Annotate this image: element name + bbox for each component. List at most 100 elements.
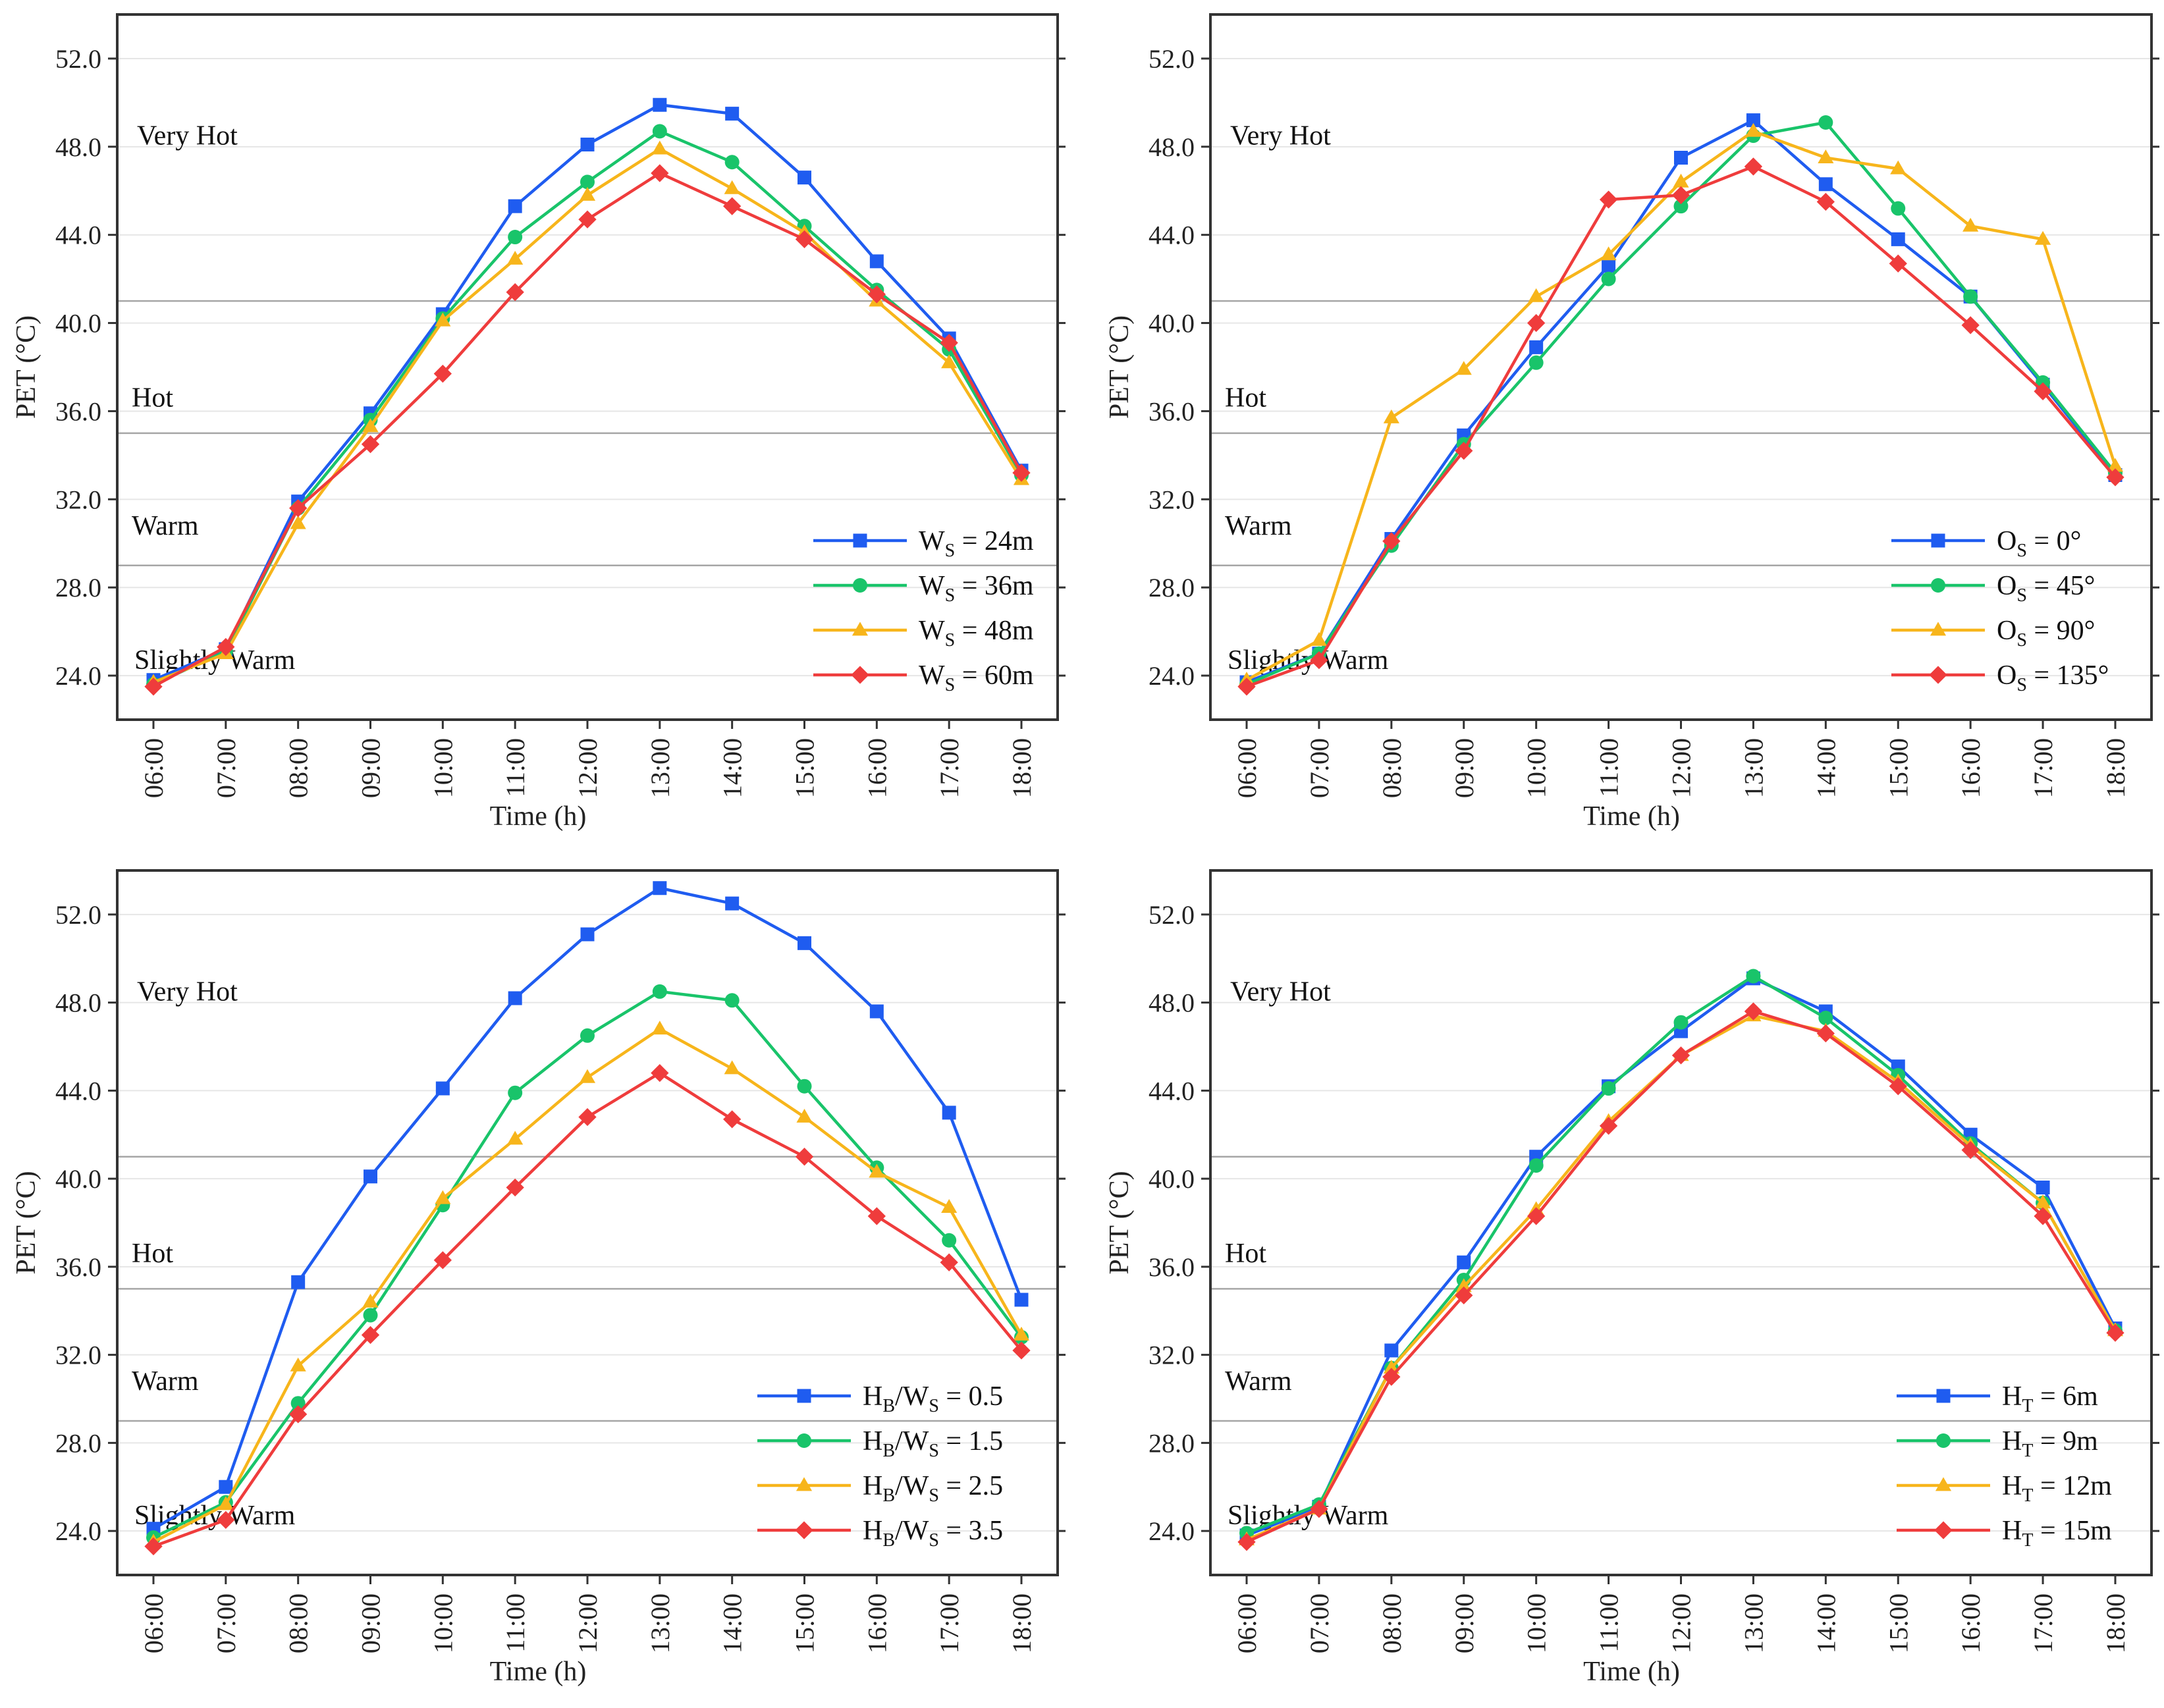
data-point bbox=[507, 1131, 524, 1145]
x-tick-label: 18:00 bbox=[2101, 1593, 2130, 1653]
x-tick-label: 14:00 bbox=[1811, 1593, 1841, 1653]
zone-label: Hot bbox=[1225, 383, 1266, 414]
x-tick-label: 17:00 bbox=[2028, 1593, 2058, 1653]
data-point bbox=[2034, 382, 2052, 400]
data-point bbox=[2035, 1194, 2051, 1209]
x-tick-label: 08:00 bbox=[284, 1593, 313, 1653]
y-axis-title: PET (°C) bbox=[11, 1171, 41, 1274]
data-point bbox=[1816, 1024, 1835, 1043]
data-point bbox=[1013, 1326, 1030, 1341]
data-point bbox=[2107, 458, 2124, 472]
data-point bbox=[144, 1537, 163, 1556]
legend-swatch-marker bbox=[797, 1389, 811, 1403]
x-tick-label: 11:00 bbox=[1594, 738, 1624, 797]
data-point bbox=[580, 1028, 595, 1043]
legend-swatch-marker bbox=[1929, 666, 1947, 684]
x-tick-label: 14:00 bbox=[718, 738, 747, 798]
data-point bbox=[725, 896, 740, 911]
data-point bbox=[797, 1079, 812, 1094]
y-tick-label: 40.0 bbox=[1149, 1164, 1195, 1194]
x-axis-title: Time (h) bbox=[490, 801, 587, 832]
data-point bbox=[724, 155, 740, 170]
data-point bbox=[217, 637, 235, 656]
data-point bbox=[1674, 151, 1688, 165]
data-point bbox=[361, 1325, 380, 1345]
y-tick-label: 24.0 bbox=[1149, 661, 1195, 691]
legend: OS = 0° OS = 45° OS = 90° OS = 135° bbox=[1891, 526, 2109, 695]
data-point bbox=[2034, 1207, 2052, 1225]
data-point bbox=[1744, 157, 1763, 176]
legend-label: OS = 45° bbox=[1997, 571, 2095, 606]
data-point bbox=[291, 1275, 306, 1289]
data-point bbox=[2106, 1323, 2124, 1342]
data-point bbox=[1455, 1278, 1472, 1293]
x-tick-label: 16:00 bbox=[1956, 738, 1986, 798]
data-point bbox=[1744, 1002, 1763, 1021]
data-point bbox=[724, 180, 740, 194]
x-tick-label: 09:00 bbox=[356, 738, 386, 798]
data-point bbox=[580, 174, 595, 190]
y-tick-label: 28.0 bbox=[55, 1428, 101, 1458]
legend-swatch-marker bbox=[1936, 1433, 1951, 1448]
x-axis-title: Time (h) bbox=[490, 1657, 587, 1687]
y-tick-label: 36.0 bbox=[55, 1252, 101, 1282]
data-point bbox=[1527, 1207, 1546, 1225]
data-point bbox=[1528, 288, 1544, 302]
legend-swatch-marker bbox=[795, 1521, 813, 1539]
chart-panel-bottom-right: 24.0 28.0 32.0 36.0 40.0 44.0 48.0 52.0 06:00 07:… bbox=[1104, 869, 2159, 1687]
x-tick-label: 08:00 bbox=[1377, 1593, 1407, 1653]
data-point bbox=[508, 991, 522, 1005]
data-point bbox=[940, 334, 958, 352]
y-tick-label: 44.0 bbox=[55, 221, 101, 250]
y-tick-label: 40.0 bbox=[55, 1164, 101, 1194]
data-point bbox=[1600, 246, 1617, 261]
zone-label: Very Hot bbox=[1230, 976, 1331, 1007]
data-point bbox=[506, 283, 524, 302]
data-point bbox=[579, 1069, 596, 1083]
data-point bbox=[1602, 259, 1616, 273]
y-tick-label: 36.0 bbox=[1149, 1252, 1195, 1282]
legend-swatch-marker bbox=[1930, 622, 1947, 636]
data-point bbox=[724, 1060, 740, 1075]
y-tick-label: 48.0 bbox=[1149, 132, 1195, 162]
legend-label: WS = 48m bbox=[919, 616, 1034, 651]
data-point bbox=[290, 1396, 306, 1411]
y-tick-label: 40.0 bbox=[1149, 309, 1195, 338]
x-tick-label: 15:00 bbox=[1883, 1593, 1913, 1653]
zone-label: Warm bbox=[1225, 1366, 1292, 1397]
data-point bbox=[578, 210, 597, 228]
data-point bbox=[508, 1085, 523, 1100]
data-point bbox=[1891, 201, 1906, 216]
x-tick-label: 13:00 bbox=[645, 738, 675, 798]
x-tick-label: 14:00 bbox=[1811, 738, 1841, 798]
data-point bbox=[798, 936, 811, 950]
data-point bbox=[1383, 1360, 1399, 1374]
data-point bbox=[290, 515, 306, 529]
legend-swatch-marker bbox=[852, 622, 869, 636]
data-point bbox=[1383, 409, 1399, 423]
data-point bbox=[580, 927, 595, 942]
data-point bbox=[723, 197, 742, 215]
data-point bbox=[1527, 313, 1546, 333]
legend-label: OS = 0° bbox=[1997, 526, 2081, 561]
data-point bbox=[289, 499, 308, 518]
data-point bbox=[795, 230, 814, 249]
y-tick-label: 40.0 bbox=[55, 309, 101, 338]
y-tick-label: 28.0 bbox=[1149, 573, 1195, 602]
legend-label: HT = 9m bbox=[2002, 1426, 2098, 1461]
data-point bbox=[652, 984, 667, 999]
chart-panel-top-right: 24.0 28.0 32.0 36.0 40.0 44.0 48.0 52.0 06:00 07:… bbox=[1104, 13, 2159, 832]
legend-swatch-marker bbox=[853, 533, 867, 548]
zone-label: Hot bbox=[1225, 1239, 1266, 1269]
data-point bbox=[1311, 631, 1327, 646]
x-tick-label: 09:00 bbox=[1449, 738, 1479, 798]
x-tick-label: 10:00 bbox=[428, 1593, 458, 1653]
data-point bbox=[724, 993, 740, 1008]
data-point bbox=[433, 364, 452, 383]
chart-panel-top-left: 24.0 28.0 32.0 36.0 40.0 44.0 48.0 52.0 06:00 07:… bbox=[11, 13, 1066, 832]
data-point bbox=[219, 1480, 233, 1494]
x-tick-label: 09:00 bbox=[356, 1593, 386, 1653]
data-point bbox=[1310, 651, 1328, 670]
